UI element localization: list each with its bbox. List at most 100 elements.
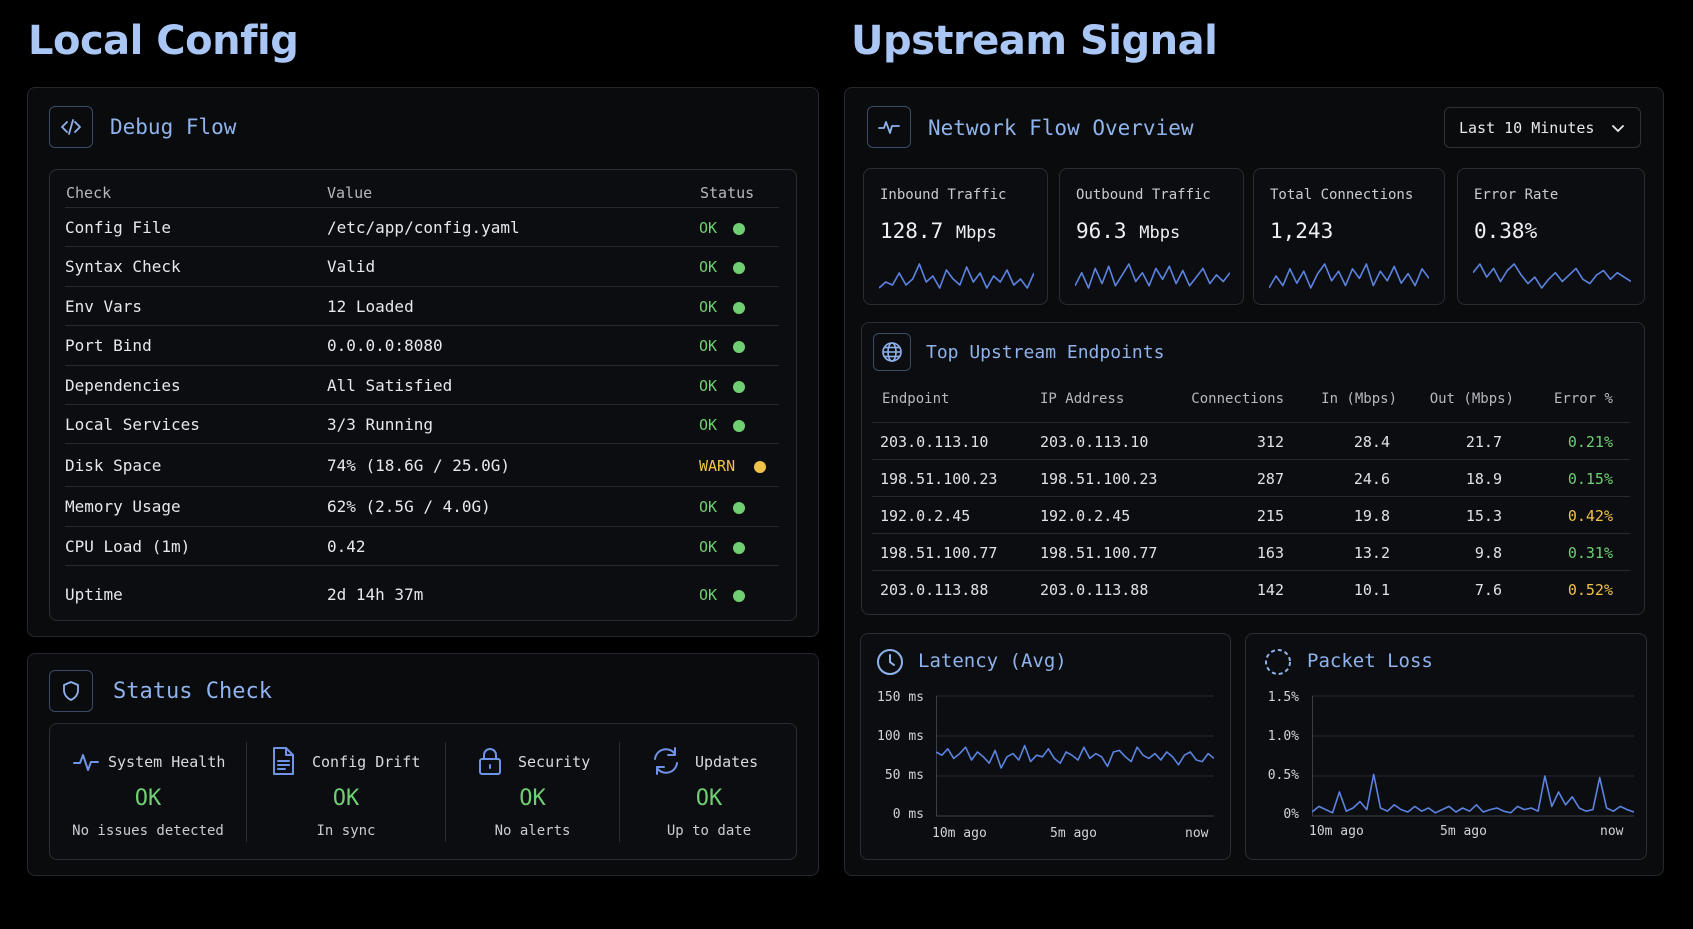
debug-flow-title: Debug Flow: [110, 115, 237, 139]
y-tick: 0 ms: [892, 807, 924, 822]
network-flow-title: Network Flow Overview: [928, 116, 1194, 140]
status-text: OK: [699, 337, 718, 355]
sparkline-series: [1473, 263, 1631, 289]
status-text: OK: [699, 537, 718, 556]
x-tick: now: [1600, 824, 1624, 839]
sparkline-series: [1075, 263, 1230, 289]
check-value: /etc/app/config.yaml: [327, 217, 520, 237]
status-value: OK: [134, 786, 162, 811]
endpoint-cell: 192.0.2.45: [880, 507, 971, 525]
column-header-out: Out (Mbps): [1429, 391, 1514, 407]
status-value: OK: [695, 786, 723, 811]
check-name: Dependencies: [65, 375, 181, 395]
status-dot: [754, 460, 766, 473]
check-value: Valid: [327, 257, 376, 276]
endpoint-cell: 198.51.100.77: [880, 544, 998, 562]
status-text: OK: [699, 376, 718, 395]
endpoint-cell: 198.51.100.23: [880, 470, 998, 488]
column-header-check: Check: [66, 184, 112, 202]
x-tick: 5m ago: [1050, 826, 1097, 841]
divider: [246, 742, 247, 842]
ip-cell: 192.0.2.45: [1040, 507, 1131, 525]
table-row: 192.0.2.45 192.0.2.45 215 19.8 15.3 0.42%: [872, 496, 1630, 533]
status-dot: [733, 589, 745, 602]
status-text: OK: [699, 258, 718, 276]
metric-value: 128.7 Mbps: [880, 219, 997, 243]
status-dot: [733, 301, 745, 314]
debug-flow-panel: Debug Flow Check Value Status Config Fil…: [27, 87, 819, 637]
connections-sparkline: [1269, 263, 1429, 289]
status-check-panel: Status Check System Health OK No issues …: [27, 653, 819, 876]
x-tick: 10m ago: [932, 826, 987, 841]
status-label: Security: [518, 753, 591, 771]
status-sub: No alerts: [494, 823, 571, 839]
endpoints-title: Top Upstream Endpoints: [926, 342, 1165, 363]
out-cell: 21.7: [1465, 433, 1502, 451]
out-cell: 7.6: [1474, 581, 1502, 599]
pulse-icon: [73, 754, 99, 771]
latency-title: Latency (Avg): [918, 650, 1067, 672]
check-value: 74% (18.6G / 25.0G): [327, 455, 511, 475]
latency-chart: [936, 695, 1214, 817]
y-tick: 0%: [1283, 807, 1299, 822]
table-row: 198.51.100.77 198.51.100.77 163 13.2 9.8 0.31…: [872, 533, 1630, 570]
x-tick: 5m ago: [1440, 824, 1487, 839]
column-header-endpoint: Endpoint: [882, 391, 950, 407]
connections-cell: 287: [1256, 470, 1284, 488]
status-sub: Up to date: [666, 823, 752, 839]
check-value: 2d 14h 37m: [327, 584, 424, 604]
connections-cell: 312: [1256, 433, 1284, 451]
endpoint-cell: 203.0.113.10: [880, 433, 989, 451]
table-row: 203.0.113.10 203.0.113.10 312 28.4 21.7 0.21%: [872, 422, 1630, 459]
latency-panel: [860, 633, 1231, 860]
table-row: Port Bind 0.0.0.0:8080 OK: [65, 325, 779, 365]
status-sub: No issues detected: [72, 823, 224, 839]
activity-icon: [867, 106, 911, 148]
ip-cell: 198.51.100.77: [1040, 544, 1158, 562]
check-value: All Satisfied: [327, 375, 453, 395]
check-name: CPU Load (1m): [65, 536, 191, 556]
metric-number: 96.3: [1076, 219, 1127, 243]
check-name: Config File: [65, 217, 171, 237]
table-row: Disk Space 74% (18.6G / 25.0G) WARN: [65, 443, 779, 486]
dashed-circle-icon: [1265, 649, 1291, 675]
error-cell: 0.31%: [1567, 544, 1613, 562]
globe-icon: [873, 333, 911, 371]
outbound-sparkline: [1075, 263, 1230, 289]
table-row: CPU Load (1m) 0.42 OK: [65, 526, 779, 565]
out-cell: 15.3: [1465, 507, 1502, 525]
ip-cell: 198.51.100.23: [1040, 470, 1158, 488]
check-value: 0.0.0.0:8080: [327, 336, 443, 355]
lock-icon: [479, 748, 501, 775]
metric-unit: Mbps: [1139, 223, 1181, 243]
status-dot: [733, 262, 745, 274]
column-header-ip: IP Address: [1040, 391, 1125, 407]
y-tick: 1.5%: [1267, 690, 1299, 705]
check-value: 3/3 Running: [327, 414, 433, 434]
column-header-connections: Connections: [1191, 391, 1284, 407]
column-header-status: Status: [700, 184, 755, 202]
in-cell: 19.8: [1353, 507, 1390, 525]
check-value: 62% (2.5G / 4.0G): [327, 497, 491, 516]
status-check-grid: System Health OK No issues detected Conf…: [49, 723, 797, 860]
clock-icon: [877, 649, 903, 675]
error-cell: 0.52%: [1567, 581, 1613, 599]
status-text: WARN: [699, 456, 736, 475]
connections-cell: 215: [1256, 507, 1284, 525]
metric-number: 128.7: [880, 219, 944, 243]
table-row: Env Vars 12 Loaded OK: [65, 286, 779, 325]
check-name: Env Vars: [65, 296, 143, 316]
metric-label: Error Rate: [1474, 187, 1559, 203]
status-label: Config Drift: [312, 753, 421, 771]
document-icon: [273, 747, 294, 775]
status-label: System Health: [108, 753, 226, 771]
table-row: Dependencies All Satisfied OK: [65, 365, 779, 404]
check-name: Disk Space: [65, 455, 162, 475]
endpoint-cell: 203.0.113.88: [880, 581, 989, 599]
time-range-select[interactable]: Last 10 Minutes: [1444, 107, 1641, 148]
metric-card-inbound: Inbound Traffic 128.7 Mbps: [863, 168, 1048, 305]
metric-label: Inbound Traffic: [880, 187, 1007, 203]
x-tick: 10m ago: [1309, 824, 1364, 839]
column-header-value: Value: [327, 184, 373, 202]
status-value: OK: [519, 786, 546, 811]
